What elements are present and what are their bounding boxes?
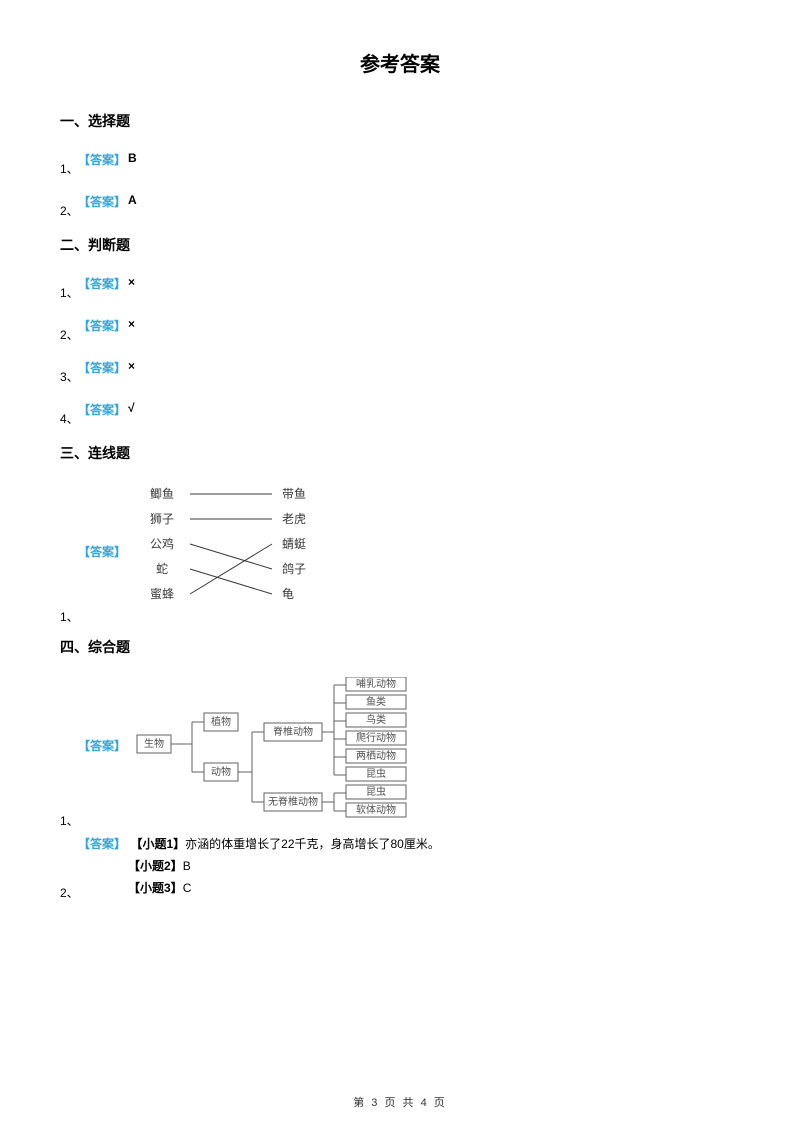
svg-text:老虎: 老虎: [282, 512, 306, 526]
answer-label: 【答案】: [78, 835, 126, 852]
sub-line-2: 【小题2】B: [128, 855, 740, 877]
svg-text:植物: 植物: [211, 715, 231, 728]
item-number: 4、: [60, 410, 79, 427]
answer-label: 【答案】: [78, 275, 126, 292]
answer-value: ×: [128, 317, 135, 331]
svg-text:昆虫: 昆虫: [366, 768, 386, 780]
answer-label: 【答案】: [78, 737, 126, 754]
matching-answer: 1、 【答案】 鲫鱼狮子公鸡蛇蜜蜂 带鱼老虎蜻蜓鸽子龟: [60, 483, 740, 623]
svg-text:蛇: 蛇: [156, 561, 168, 576]
answer-label: 【答案】: [78, 543, 126, 560]
item-number: 1、: [60, 608, 79, 625]
s2-item-4: 4、 【答案】 √: [60, 401, 740, 425]
section-3-heading: 三、连线题: [60, 443, 740, 463]
s2-item-2: 2、 【答案】 ×: [60, 317, 740, 341]
page-title: 参考答案: [60, 48, 740, 77]
svg-text:脊椎动物: 脊椎动物: [273, 725, 313, 738]
svg-text:带鱼: 带鱼: [282, 487, 306, 501]
svg-text:狮子: 狮子: [150, 512, 174, 526]
answer-label: 【答案】: [78, 193, 126, 210]
item-number: 1、: [60, 160, 79, 177]
page-footer: 第 3 页 共 4 页: [0, 1094, 800, 1110]
section-2-heading: 二、判断题: [60, 235, 740, 255]
answer-label: 【答案】: [78, 317, 126, 334]
svg-text:公鸡: 公鸡: [150, 536, 174, 551]
answer-label: 【答案】: [78, 359, 126, 376]
item-number: 2、: [60, 884, 79, 901]
answer-label: 【答案】: [78, 151, 126, 168]
s2-item-1: 1、 【答案】 ×: [60, 275, 740, 299]
sub-line-1: 【小题1】亦涵的体重增长了22千克，身高增长了80厘米。: [130, 837, 439, 851]
s1-item-1: 1、 【答案】 B: [60, 151, 740, 175]
answer-value: √: [128, 401, 135, 415]
svg-text:蜻蜓: 蜻蜓: [282, 537, 306, 551]
svg-text:无脊椎动物: 无脊椎动物: [268, 795, 318, 808]
answer-value: A: [128, 193, 137, 207]
item-number: 2、: [60, 326, 79, 343]
s2-item-3: 3、 【答案】 ×: [60, 359, 740, 383]
answer-value: B: [128, 151, 137, 165]
item-number: 1、: [60, 284, 79, 301]
svg-text:鸽子: 鸽子: [282, 561, 306, 576]
section-1-heading: 一、选择题: [60, 111, 740, 131]
svg-text:两栖动物: 两栖动物: [356, 749, 396, 762]
answer-value: ×: [128, 275, 135, 289]
answer-label: 【答案】: [78, 401, 126, 418]
sub-answer: 【答案】 【小题1】亦涵的体重增长了22千克，身高增长了80厘米。 【小题2】B…: [60, 833, 740, 899]
item-number: 1、: [60, 812, 79, 829]
svg-text:昆虫: 昆虫: [366, 786, 386, 798]
s1-item-2: 2、 【答案】 A: [60, 193, 740, 217]
svg-text:生物: 生物: [144, 737, 164, 750]
svg-text:鱼类: 鱼类: [366, 695, 386, 708]
svg-text:哺乳动物: 哺乳动物: [356, 677, 396, 690]
matching-diagram: 鲫鱼狮子公鸡蛇蜜蜂 带鱼老虎蜻蜓鸽子龟: [132, 483, 342, 613]
classification-diagram: 生物植物动物脊椎动物无脊椎动物哺乳动物鱼类鸟类爬行动物两栖动物昆虫昆虫软体动物: [132, 677, 472, 827]
svg-text:鸟类: 鸟类: [366, 713, 386, 726]
svg-text:蜜蜂: 蜜蜂: [150, 586, 174, 601]
answer-value: ×: [128, 359, 135, 373]
svg-text:龟: 龟: [282, 587, 294, 601]
section-4-heading: 四、综合题: [60, 637, 740, 657]
sub-line-3: 【小题3】C: [128, 877, 740, 899]
item-number: 2、: [60, 202, 79, 219]
diagram-answer: 1、 【答案】 生物 植物动物 脊椎动物无脊椎动物 哺乳动物鱼类鸟类爬行动物两栖动物昆…: [60, 677, 740, 827]
svg-text:爬行动物: 爬行动物: [356, 731, 396, 744]
item-number: 3、: [60, 368, 79, 385]
svg-text:动物: 动物: [211, 765, 231, 778]
svg-text:软体动物: 软体动物: [356, 803, 396, 816]
svg-text:鲫鱼: 鲫鱼: [150, 487, 174, 501]
